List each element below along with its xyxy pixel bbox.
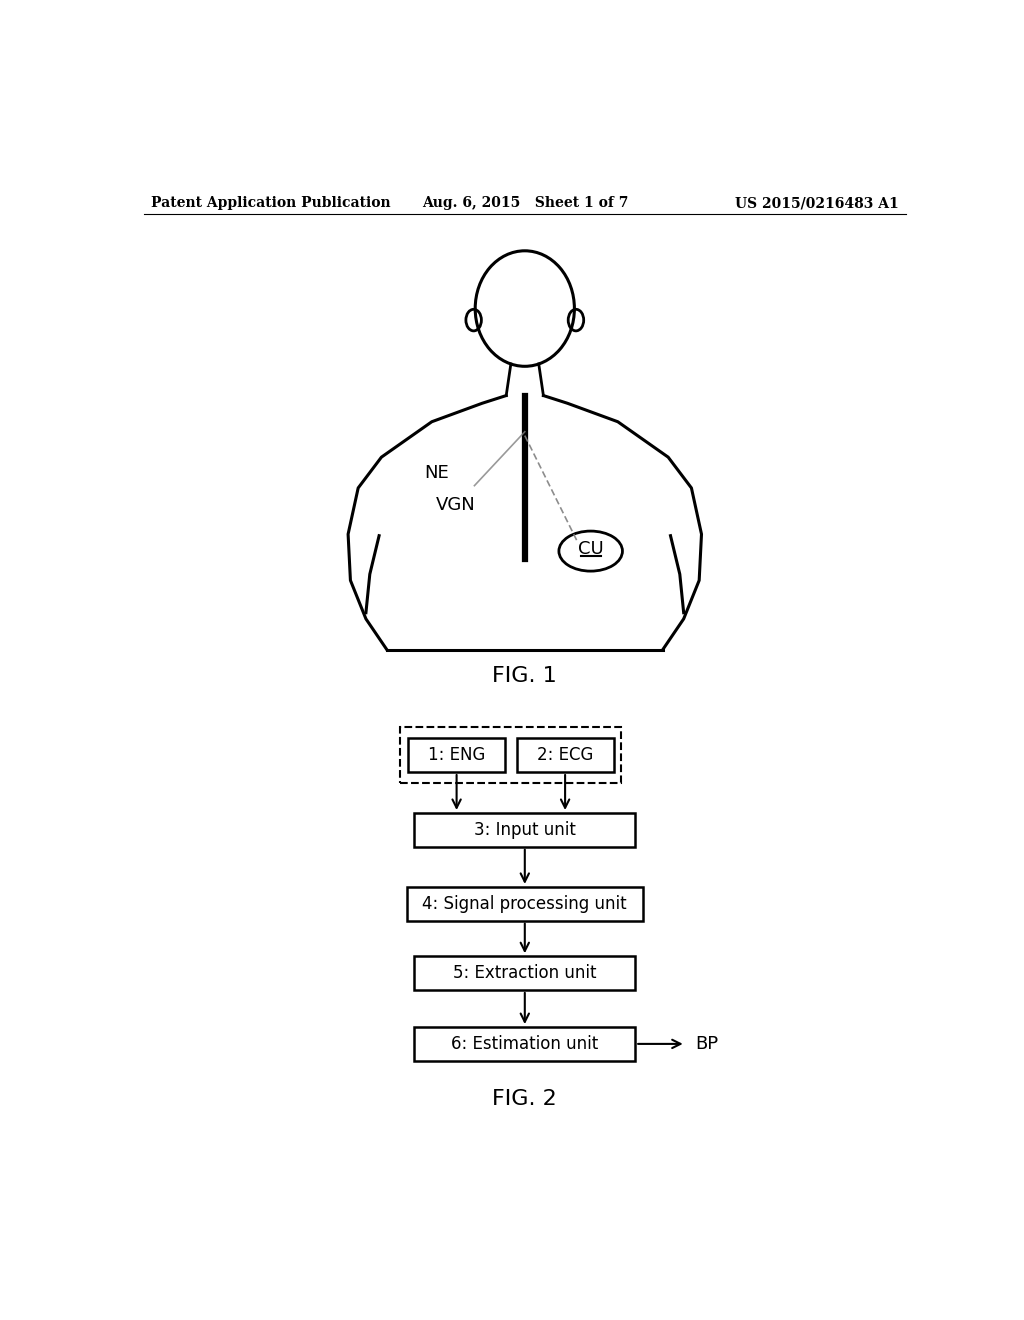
Text: 2: ECG: 2: ECG bbox=[537, 746, 593, 764]
Text: FIG. 1: FIG. 1 bbox=[493, 665, 557, 686]
Bar bbox=[517, 738, 613, 772]
Text: NE: NE bbox=[424, 463, 449, 482]
Text: US 2015/0216483 A1: US 2015/0216483 A1 bbox=[734, 197, 898, 210]
Text: VGN: VGN bbox=[435, 496, 475, 513]
Text: 5: Extraction unit: 5: Extraction unit bbox=[453, 964, 597, 982]
Bar bbox=[400, 727, 622, 783]
Text: 6: Estimation unit: 6: Estimation unit bbox=[452, 1035, 598, 1053]
Text: 3: Input unit: 3: Input unit bbox=[474, 821, 575, 838]
Text: 1: ENG: 1: ENG bbox=[428, 746, 485, 764]
Bar bbox=[415, 956, 635, 990]
Bar bbox=[415, 813, 635, 847]
Bar bbox=[407, 887, 643, 921]
Bar bbox=[415, 1027, 635, 1061]
Bar bbox=[409, 738, 505, 772]
Text: FIG. 2: FIG. 2 bbox=[493, 1089, 557, 1109]
Text: CU: CU bbox=[578, 540, 603, 558]
Text: Aug. 6, 2015   Sheet 1 of 7: Aug. 6, 2015 Sheet 1 of 7 bbox=[422, 197, 628, 210]
Text: 4: Signal processing unit: 4: Signal processing unit bbox=[423, 895, 627, 912]
Text: Patent Application Publication: Patent Application Publication bbox=[152, 197, 391, 210]
Text: BP: BP bbox=[695, 1035, 718, 1053]
